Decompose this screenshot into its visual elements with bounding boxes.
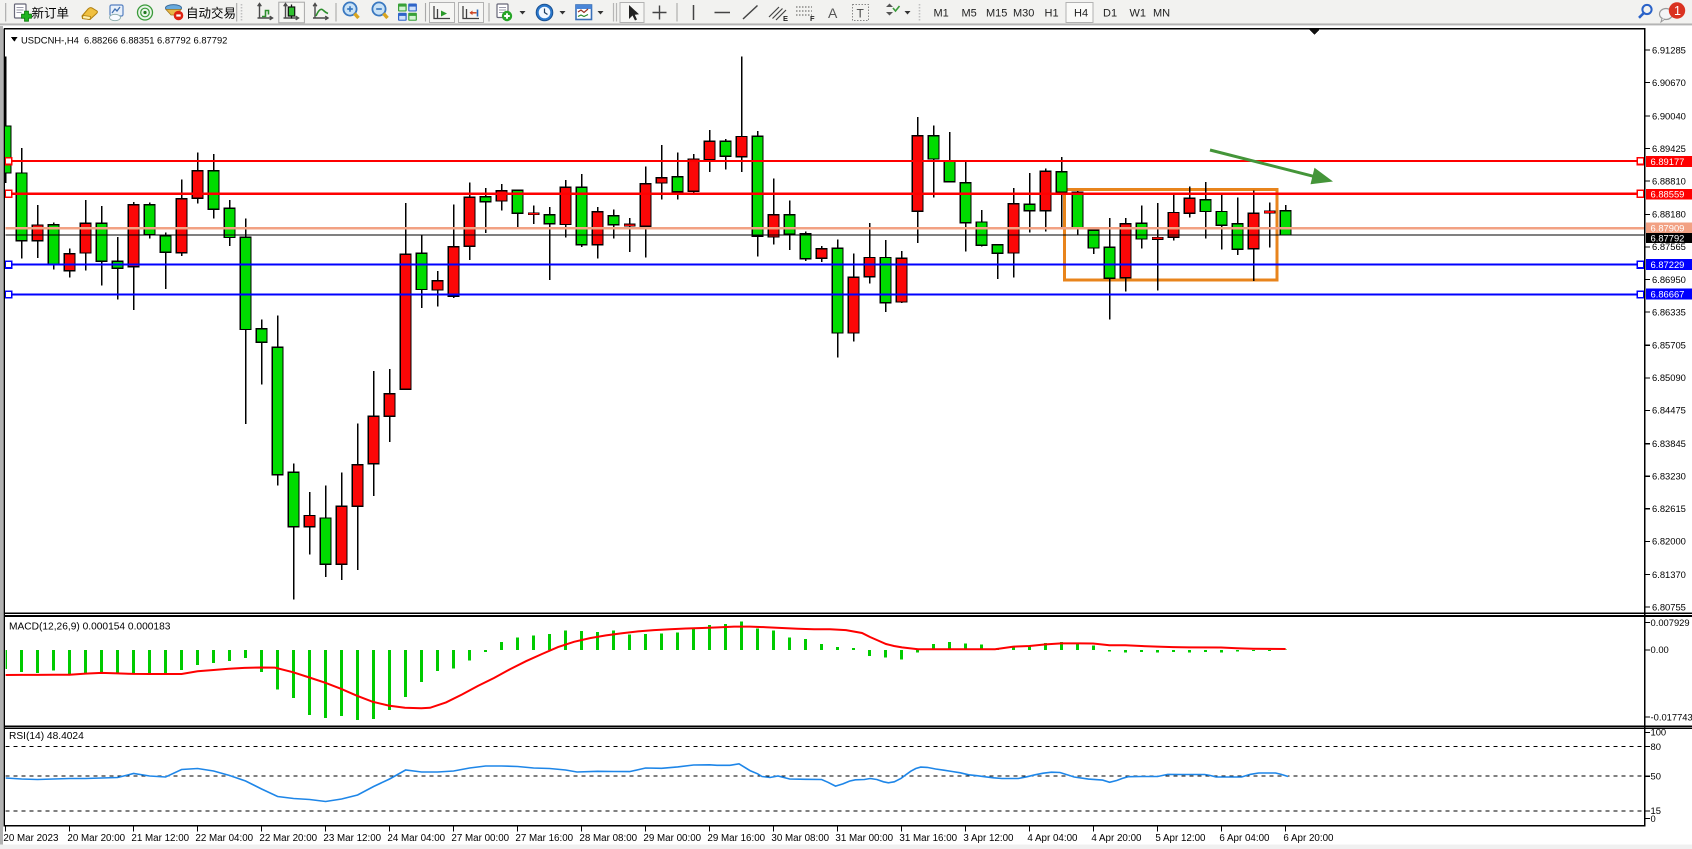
svg-text:80: 80: [1651, 741, 1661, 752]
svg-text:31 Mar 00:00: 31 Mar 00:00: [835, 833, 893, 844]
svg-text:MN: MN: [1153, 8, 1170, 20]
svg-text:24 Mar 04:00: 24 Mar 04:00: [387, 833, 445, 844]
svg-text:27 Mar 16:00: 27 Mar 16:00: [515, 833, 573, 844]
svg-text:T: T: [857, 7, 865, 21]
svg-text:6.82000: 6.82000: [1652, 536, 1686, 547]
svg-text:4 Apr 20:00: 4 Apr 20:00: [1091, 833, 1142, 844]
svg-text:6.85705: 6.85705: [1652, 340, 1686, 351]
svg-text:20 Mar 20:00: 20 Mar 20:00: [67, 833, 125, 844]
svg-text:21 Mar 12:00: 21 Mar 12:00: [131, 833, 189, 844]
svg-text:6.88559: 6.88559: [1651, 189, 1685, 200]
svg-text:22 Mar 04:00: 22 Mar 04:00: [195, 833, 253, 844]
svg-text:6.86667: 6.86667: [1651, 289, 1685, 300]
svg-text:M5: M5: [962, 8, 977, 20]
svg-text:A: A: [828, 5, 838, 21]
svg-text:6.88180: 6.88180: [1652, 209, 1686, 220]
svg-text:6.83230: 6.83230: [1652, 471, 1686, 482]
svg-text:MACD(12,26,9) 0.000154 0.00018: MACD(12,26,9) 0.000154 0.000183: [9, 622, 171, 633]
svg-text:50: 50: [1651, 771, 1661, 782]
svg-text:6.82615: 6.82615: [1652, 503, 1686, 514]
svg-text:20 Mar 2023: 20 Mar 2023: [3, 833, 59, 844]
svg-text:23 Mar 12:00: 23 Mar 12:00: [323, 833, 381, 844]
svg-text:27 Mar 00:00: 27 Mar 00:00: [451, 833, 509, 844]
svg-text:15: 15: [1651, 805, 1661, 816]
svg-text:4 Apr 04:00: 4 Apr 04:00: [1027, 833, 1078, 844]
svg-text:5 Apr 12:00: 5 Apr 12:00: [1155, 833, 1206, 844]
svg-text:USDCNH-,H4 6.88266 6.88351 6.: USDCNH-,H4 6.88266 6.88351 6.87792 6.877…: [21, 34, 227, 45]
svg-text:6.80755: 6.80755: [1652, 602, 1686, 613]
svg-text:6.88810: 6.88810: [1652, 175, 1686, 186]
svg-text:29 Mar 16:00: 29 Mar 16:00: [707, 833, 765, 844]
svg-text:100: 100: [1651, 727, 1667, 738]
svg-text:29 Mar 00:00: 29 Mar 00:00: [643, 833, 701, 844]
svg-text:6.87229: 6.87229: [1651, 259, 1685, 270]
svg-text:0.00: 0.00: [1651, 644, 1669, 655]
svg-text:6.87909: 6.87909: [1651, 222, 1685, 233]
svg-text:31 Mar 16:00: 31 Mar 16:00: [899, 833, 957, 844]
svg-text:6 Apr 20:00: 6 Apr 20:00: [1283, 833, 1334, 844]
svg-text:6.91285: 6.91285: [1652, 44, 1686, 55]
svg-text:F: F: [810, 14, 815, 23]
svg-text:6.84475: 6.84475: [1652, 405, 1686, 416]
svg-text:H4: H4: [1074, 8, 1088, 20]
svg-text:M15: M15: [986, 8, 1007, 20]
svg-text:1: 1: [1674, 4, 1681, 18]
svg-text:6.86950: 6.86950: [1652, 274, 1686, 285]
svg-text:6.87792: 6.87792: [1651, 233, 1685, 244]
svg-text:6.90040: 6.90040: [1652, 110, 1686, 121]
svg-text:M30: M30: [1013, 8, 1034, 20]
svg-text:新订单: 新订单: [32, 6, 70, 21]
svg-text:6.87565: 6.87565: [1652, 241, 1686, 252]
svg-text:22 Mar 20:00: 22 Mar 20:00: [259, 833, 317, 844]
svg-text:6 Apr 04:00: 6 Apr 04:00: [1219, 833, 1270, 844]
svg-text:0: 0: [1651, 813, 1656, 824]
svg-text:6.89177: 6.89177: [1651, 156, 1685, 167]
svg-text:RSI(14) 48.4024: RSI(14) 48.4024: [9, 731, 84, 742]
svg-text:0.007929: 0.007929: [1651, 617, 1690, 628]
svg-text:6.89425: 6.89425: [1652, 143, 1686, 154]
svg-text:6.90670: 6.90670: [1652, 77, 1686, 88]
svg-text:D1: D1: [1103, 8, 1117, 20]
svg-text:W1: W1: [1130, 8, 1147, 20]
svg-text:6.85090: 6.85090: [1652, 372, 1686, 383]
svg-text:M1: M1: [934, 8, 949, 20]
svg-text:自动交易: 自动交易: [186, 6, 236, 21]
svg-text:6.83845: 6.83845: [1652, 438, 1686, 449]
svg-text:30 Mar 08:00: 30 Mar 08:00: [771, 833, 829, 844]
svg-text:-0.017743: -0.017743: [1651, 711, 1692, 722]
svg-text:E: E: [783, 14, 788, 23]
svg-text:6.81370: 6.81370: [1652, 569, 1686, 580]
svg-text:6.86335: 6.86335: [1652, 306, 1686, 317]
svg-text:28 Mar 08:00: 28 Mar 08:00: [579, 833, 637, 844]
svg-text:H1: H1: [1045, 8, 1059, 20]
svg-text:3 Apr 12:00: 3 Apr 12:00: [963, 833, 1014, 844]
